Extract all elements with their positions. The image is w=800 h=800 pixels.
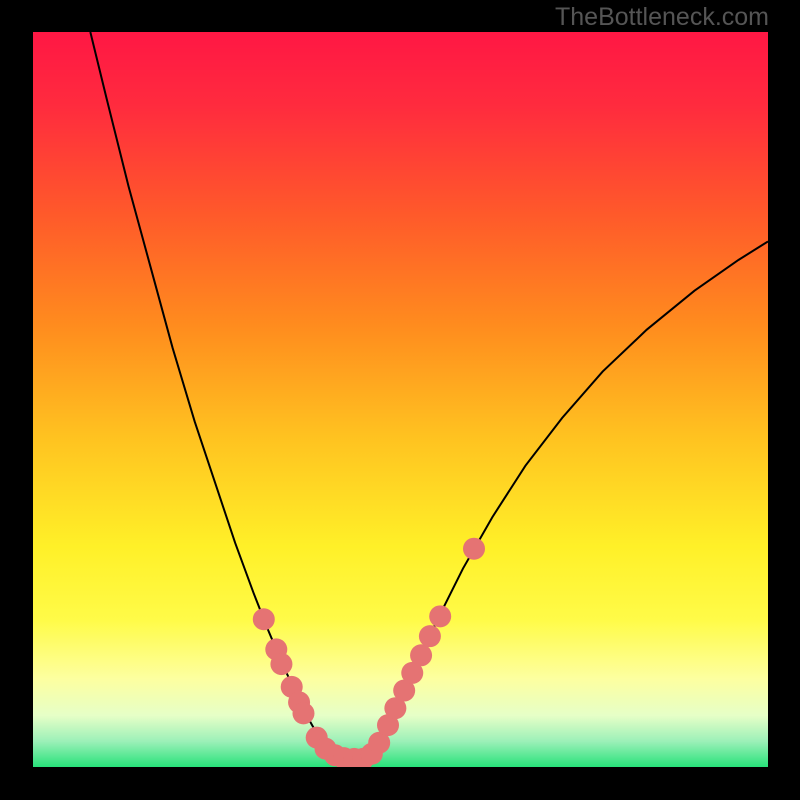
data-marker: [463, 538, 485, 560]
bottleneck-curve-svg: [33, 32, 768, 767]
plot-frame: [33, 32, 768, 767]
watermark-text: TheBottleneck.com: [555, 3, 769, 32]
data-marker: [270, 653, 292, 675]
data-marker: [292, 702, 314, 724]
data-marker: [419, 625, 441, 647]
data-marker: [410, 644, 432, 666]
data-marker: [429, 605, 451, 627]
data-marker: [253, 608, 275, 630]
